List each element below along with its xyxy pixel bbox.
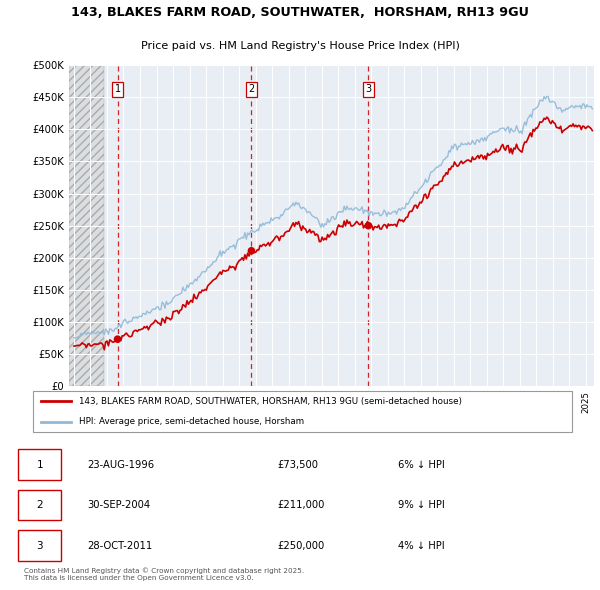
Point <box>364 221 373 231</box>
Text: 9% ↓ HPI: 9% ↓ HPI <box>398 500 445 510</box>
Text: 2: 2 <box>37 500 43 510</box>
Text: £73,500: £73,500 <box>277 460 318 470</box>
Text: 28-OCT-2011: 28-OCT-2011 <box>87 540 152 550</box>
Text: 2: 2 <box>248 84 254 94</box>
Text: £250,000: £250,000 <box>277 540 324 550</box>
Text: 23-AUG-1996: 23-AUG-1996 <box>87 460 154 470</box>
FancyBboxPatch shape <box>18 530 61 561</box>
Text: HPI: Average price, semi-detached house, Horsham: HPI: Average price, semi-detached house,… <box>79 417 304 426</box>
Text: 143, BLAKES FARM ROAD, SOUTHWATER, HORSHAM, RH13 9GU (semi-detached house): 143, BLAKES FARM ROAD, SOUTHWATER, HORSH… <box>79 397 462 406</box>
Text: 3: 3 <box>365 84 371 94</box>
Text: £211,000: £211,000 <box>277 500 325 510</box>
Text: 1: 1 <box>37 460 43 470</box>
Text: 3: 3 <box>37 540 43 550</box>
Text: 143, BLAKES FARM ROAD, SOUTHWATER,  HORSHAM, RH13 9GU: 143, BLAKES FARM ROAD, SOUTHWATER, HORSH… <box>71 6 529 19</box>
Text: 6% ↓ HPI: 6% ↓ HPI <box>398 460 445 470</box>
Text: 30-SEP-2004: 30-SEP-2004 <box>87 500 150 510</box>
Text: Price paid vs. HM Land Registry's House Price Index (HPI): Price paid vs. HM Land Registry's House … <box>140 41 460 51</box>
FancyBboxPatch shape <box>18 490 61 520</box>
FancyBboxPatch shape <box>33 391 572 432</box>
Text: 4% ↓ HPI: 4% ↓ HPI <box>398 540 445 550</box>
Text: Contains HM Land Registry data © Crown copyright and database right 2025.
This d: Contains HM Land Registry data © Crown c… <box>23 567 304 581</box>
Point <box>247 246 256 255</box>
Text: 1: 1 <box>115 84 121 94</box>
FancyBboxPatch shape <box>18 450 61 480</box>
Point <box>113 335 122 344</box>
